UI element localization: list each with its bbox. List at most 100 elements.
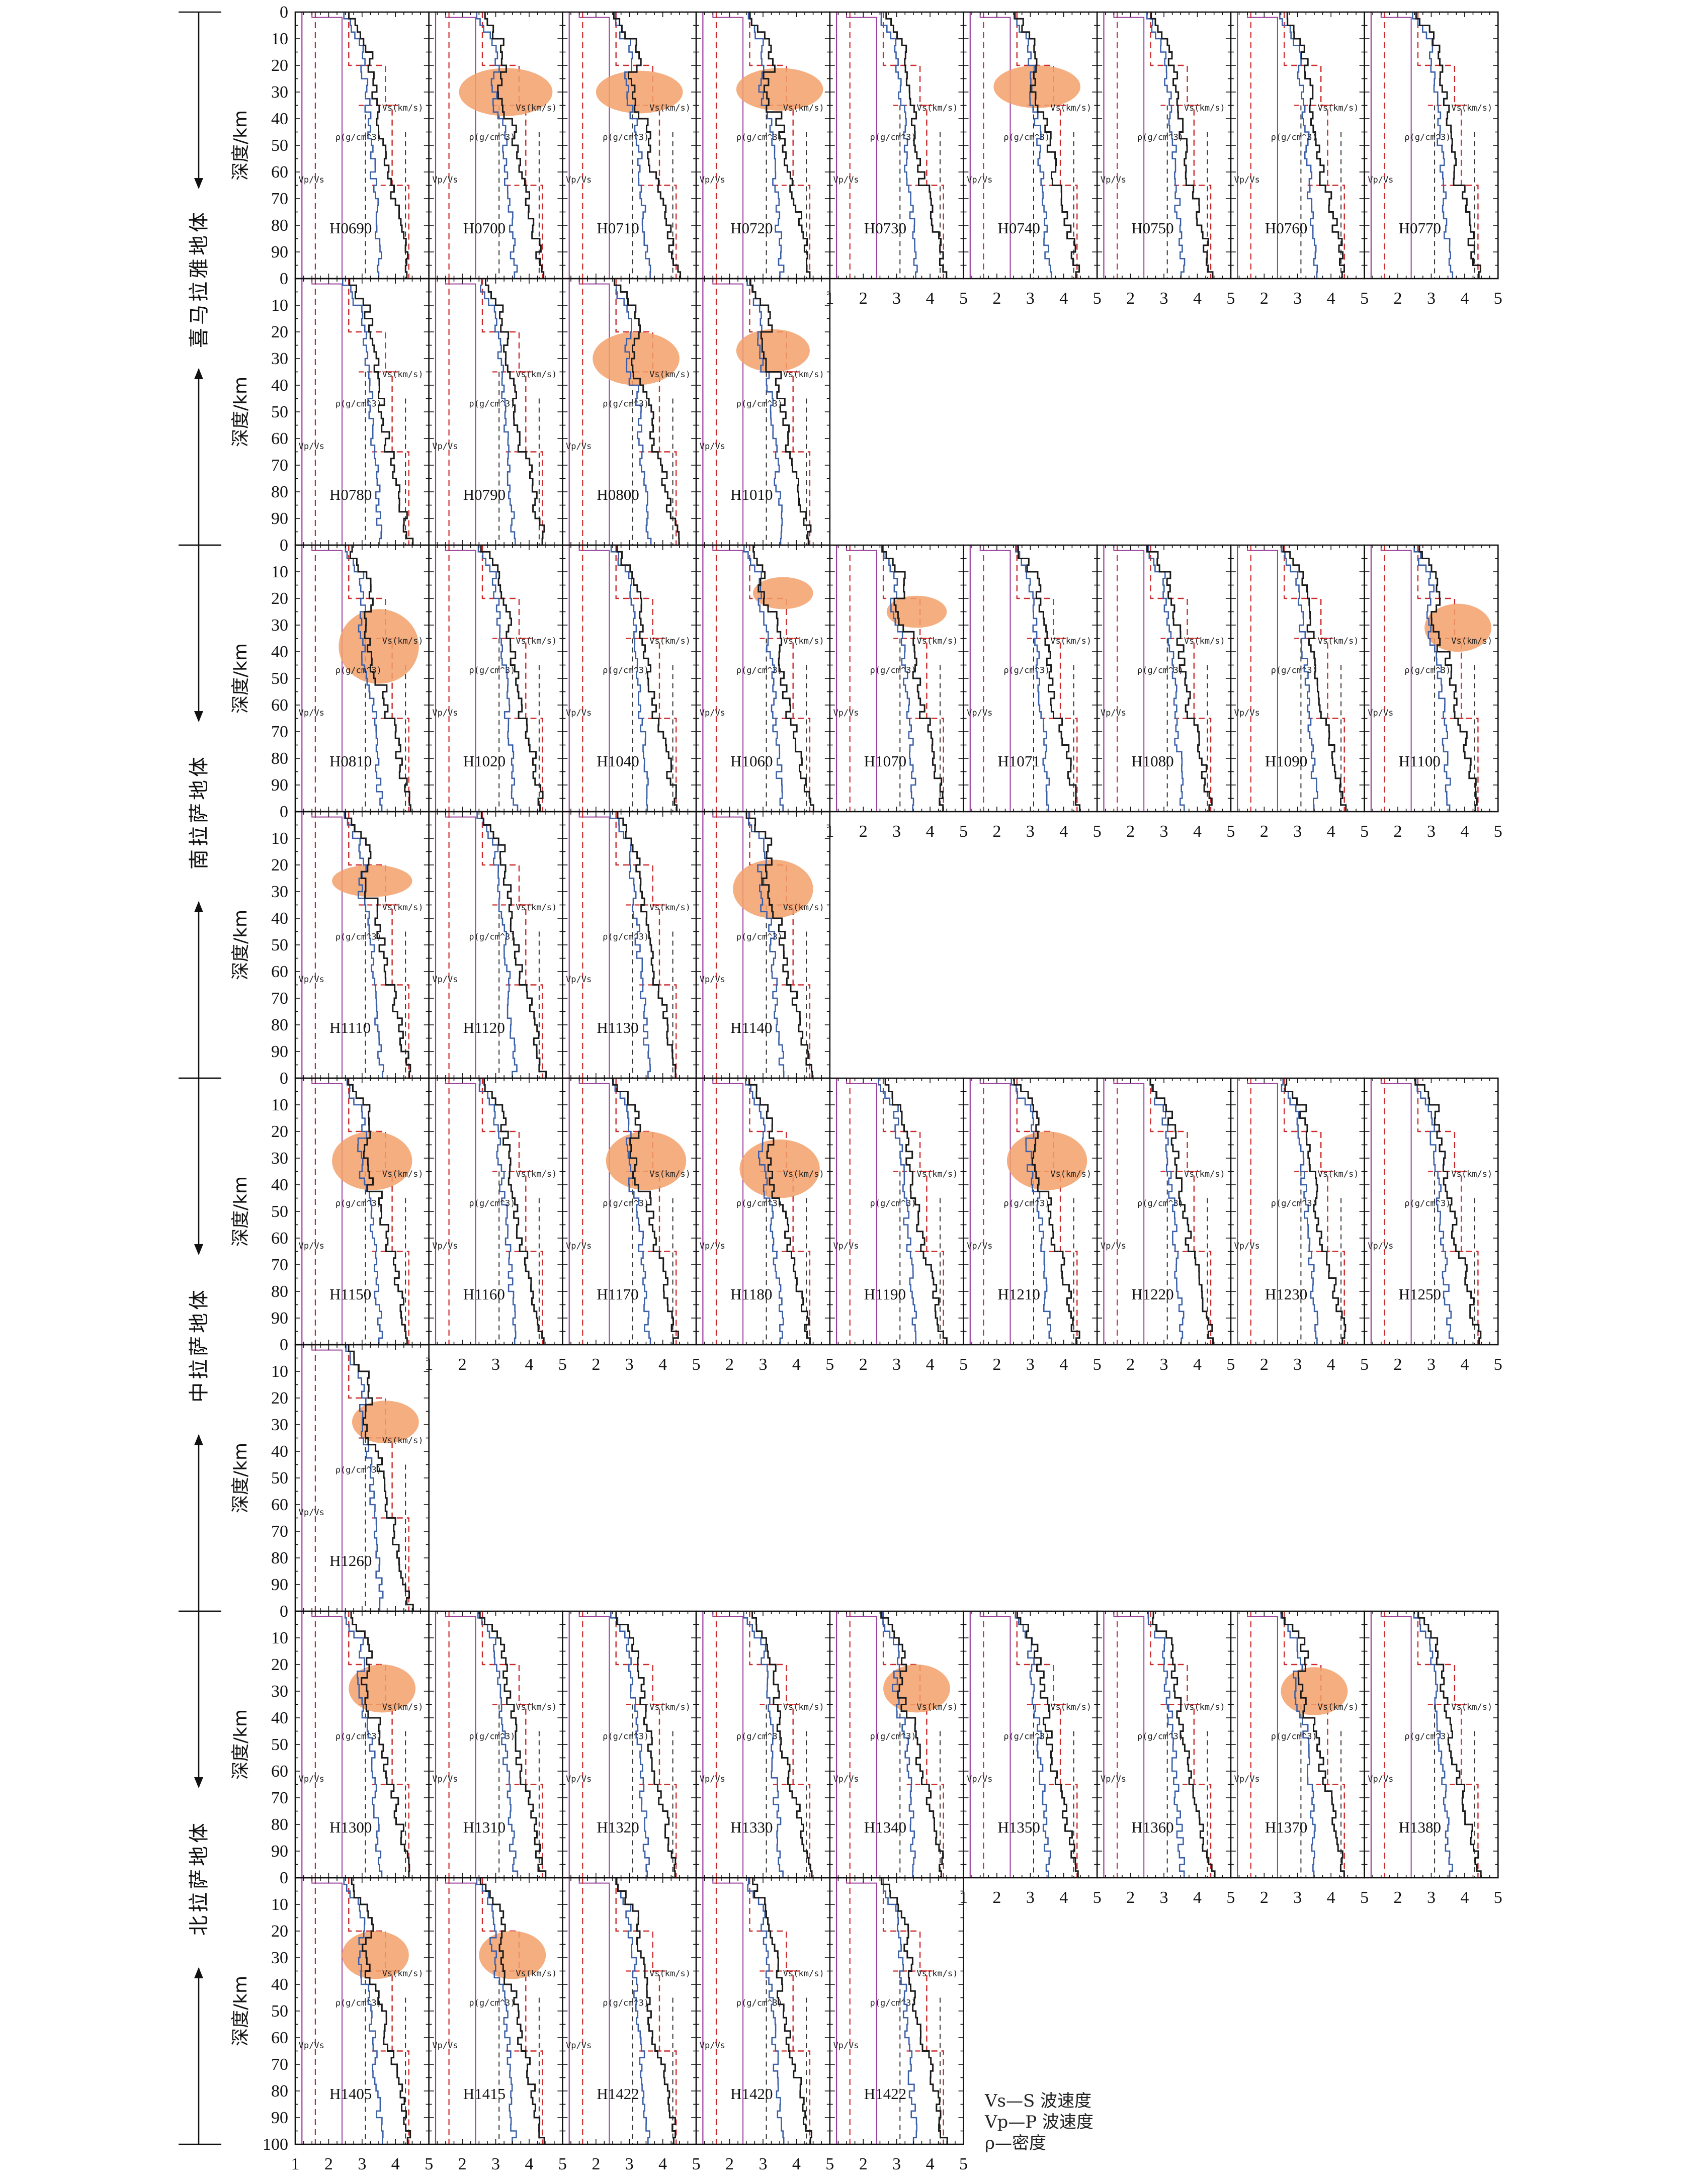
label-vs: Vs(km/s)	[783, 103, 824, 113]
ref-moho-marks	[760, 1970, 800, 2052]
label-vpvs: Vp/Vs	[833, 1774, 859, 1784]
vs-profile-line	[348, 12, 409, 279]
y-tick-label: 90	[271, 509, 288, 528]
y-axis-title: 深度/km	[230, 1176, 251, 1247]
vpvs-model	[712, 812, 744, 1078]
label-rho: ρ(g/cm^3)	[736, 932, 783, 942]
y-tick-label: 60	[271, 1229, 288, 1248]
vs-model-line	[343, 1878, 384, 2144]
vpvs-model	[1113, 1078, 1145, 1345]
station-label: H0690	[329, 219, 372, 237]
low-velocity-zone-highlight	[1424, 603, 1492, 652]
vpvs-model	[712, 1078, 744, 1345]
label-vs: Vs(km/s)	[917, 103, 958, 113]
x-tick-label: 4	[1059, 289, 1068, 308]
vs-model-line	[477, 1611, 519, 1878]
vs-model-line	[476, 812, 518, 1078]
label-vpvs: Vp/Vs	[299, 975, 324, 985]
y-tick-label: 80	[271, 1815, 288, 1834]
y-tick-label: 20	[271, 1655, 288, 1674]
label-vs: Vs(km/s)	[783, 1969, 824, 1979]
station-label: H1360	[1131, 1818, 1173, 1836]
vpvs-model	[846, 1078, 877, 1345]
y-tick-label: 70	[271, 2055, 288, 2074]
label-rho: ρ(g/cm^3)	[870, 1998, 916, 2008]
station-label: H0710	[597, 219, 639, 237]
panel-H1405-45: Vs(km/s) ρ(g/cm^3) Vp/Vs H1405	[294, 1877, 430, 2145]
x-tick-label: 4	[525, 1355, 533, 1374]
y-tick-label: 60	[271, 1762, 288, 1781]
low-velocity-zone-highlight	[753, 577, 813, 609]
y-tick-label: 20	[271, 856, 288, 875]
label-rho: ρ(g/cm^3)	[335, 932, 382, 942]
y-tick-label: 20	[271, 1922, 288, 1941]
vs-profile-line	[616, 1878, 677, 2144]
panel-H0730-4: Vs(km/s) ρ(g/cm^3) Vp/Vs H0730	[829, 11, 964, 280]
vpvs-model	[1380, 12, 1412, 279]
x-tick-label: 5	[425, 2155, 433, 2173]
station-label: H1060	[730, 752, 773, 770]
block-label: 喜马拉雅地体	[188, 209, 211, 348]
y-tick-label: 40	[271, 1975, 288, 1994]
x-tick-label: 5	[1494, 1355, 1502, 1374]
vs-model-line	[880, 12, 918, 279]
ref-moho-marks	[760, 105, 800, 186]
label-vs: Vs(km/s)	[783, 370, 824, 380]
x-tick-label: 5	[959, 289, 968, 308]
x-tick-label: 2	[725, 1355, 734, 1374]
label-rho: ρ(g/cm^3)	[335, 132, 382, 142]
y-tick-label: 30	[271, 616, 288, 635]
x-tick-label: 2	[1126, 1888, 1135, 1907]
label-vs: Vs(km/s)	[382, 1969, 424, 1979]
label-vpvs: Vp/Vs	[1368, 708, 1393, 718]
label-vs: Vs(km/s)	[783, 903, 824, 913]
label-vpvs: Vp/Vs	[700, 975, 725, 985]
label-vpvs: Vp/Vs	[700, 1241, 725, 1251]
label-vs: Vs(km/s)	[649, 103, 691, 113]
x-tick-label: 3	[892, 822, 901, 841]
vpvs-model	[712, 1611, 744, 1878]
arrow-up-icon	[194, 1967, 203, 1978]
label-vpvs: Vp/Vs	[700, 2041, 725, 2051]
arrow-up-icon	[194, 368, 203, 379]
vpvs-model	[1113, 12, 1145, 279]
vs-model-line	[345, 1345, 384, 1611]
y-tick-label: 40	[271, 1176, 288, 1194]
vs-profile-line	[880, 1611, 944, 1878]
x-tick-label: 2	[725, 2155, 734, 2173]
label-vpvs: Vp/Vs	[299, 1774, 324, 1784]
vs-profile-line	[885, 12, 948, 279]
vpvs-model	[1247, 545, 1278, 812]
label-vs: Vs(km/s)	[382, 103, 424, 113]
label-rho: ρ(g/cm^3)	[603, 1998, 649, 2008]
panel-H1130-24: Vs(km/s) ρ(g/cm^3) Vp/Vs H1130	[562, 811, 697, 1079]
vpvs-model	[979, 1078, 1011, 1345]
label-rho: ρ(g/cm^3)	[1137, 132, 1184, 142]
panel-H1422-47: Vs(km/s) ρ(g/cm^3) Vp/Vs H1422	[562, 1877, 697, 2145]
label-vs: Vs(km/s)	[917, 1969, 958, 1979]
y-tick-label: 10	[271, 563, 288, 581]
vs-model-line	[1149, 1078, 1185, 1345]
y-tick-label: 40	[271, 110, 288, 128]
y-tick-label: 20	[271, 1389, 288, 1408]
label-vs: Vs(km/s)	[649, 903, 691, 913]
vs-profile-line	[1415, 12, 1481, 279]
x-tick-label: 3	[1293, 1355, 1302, 1374]
panel-H1300-36: Vs(km/s) ρ(g/cm^3) Vp/Vs H1300	[294, 1610, 430, 1879]
vpvs-model	[846, 1878, 877, 2144]
label-vpvs: Vp/Vs	[566, 175, 592, 185]
x-tick-label: 5	[1360, 1888, 1369, 1907]
block-bracket-3: 北拉萨地体	[179, 1610, 221, 2145]
y-axis-title: 深度/km	[230, 1443, 251, 1513]
label-rho: ρ(g/cm^3)	[736, 1998, 783, 2008]
panel-H1350-41: Vs(km/s) ρ(g/cm^3) Vp/Vs H1350	[963, 1610, 1098, 1879]
vs-model-line	[1281, 545, 1318, 812]
station-label: H1010	[730, 486, 773, 503]
low-velocity-zone-highlight	[733, 859, 813, 918]
y-tick-label: 90	[271, 1576, 288, 1594]
label-vpvs: Vp/Vs	[432, 1774, 458, 1784]
arrow-down-icon	[194, 1777, 203, 1788]
label-vs: Vs(km/s)	[1318, 1169, 1359, 1179]
ref-moho-marks	[760, 638, 800, 719]
panel-H1090-20: Vs(km/s) ρ(g/cm^3) Vp/Vs H1090	[1230, 544, 1365, 813]
